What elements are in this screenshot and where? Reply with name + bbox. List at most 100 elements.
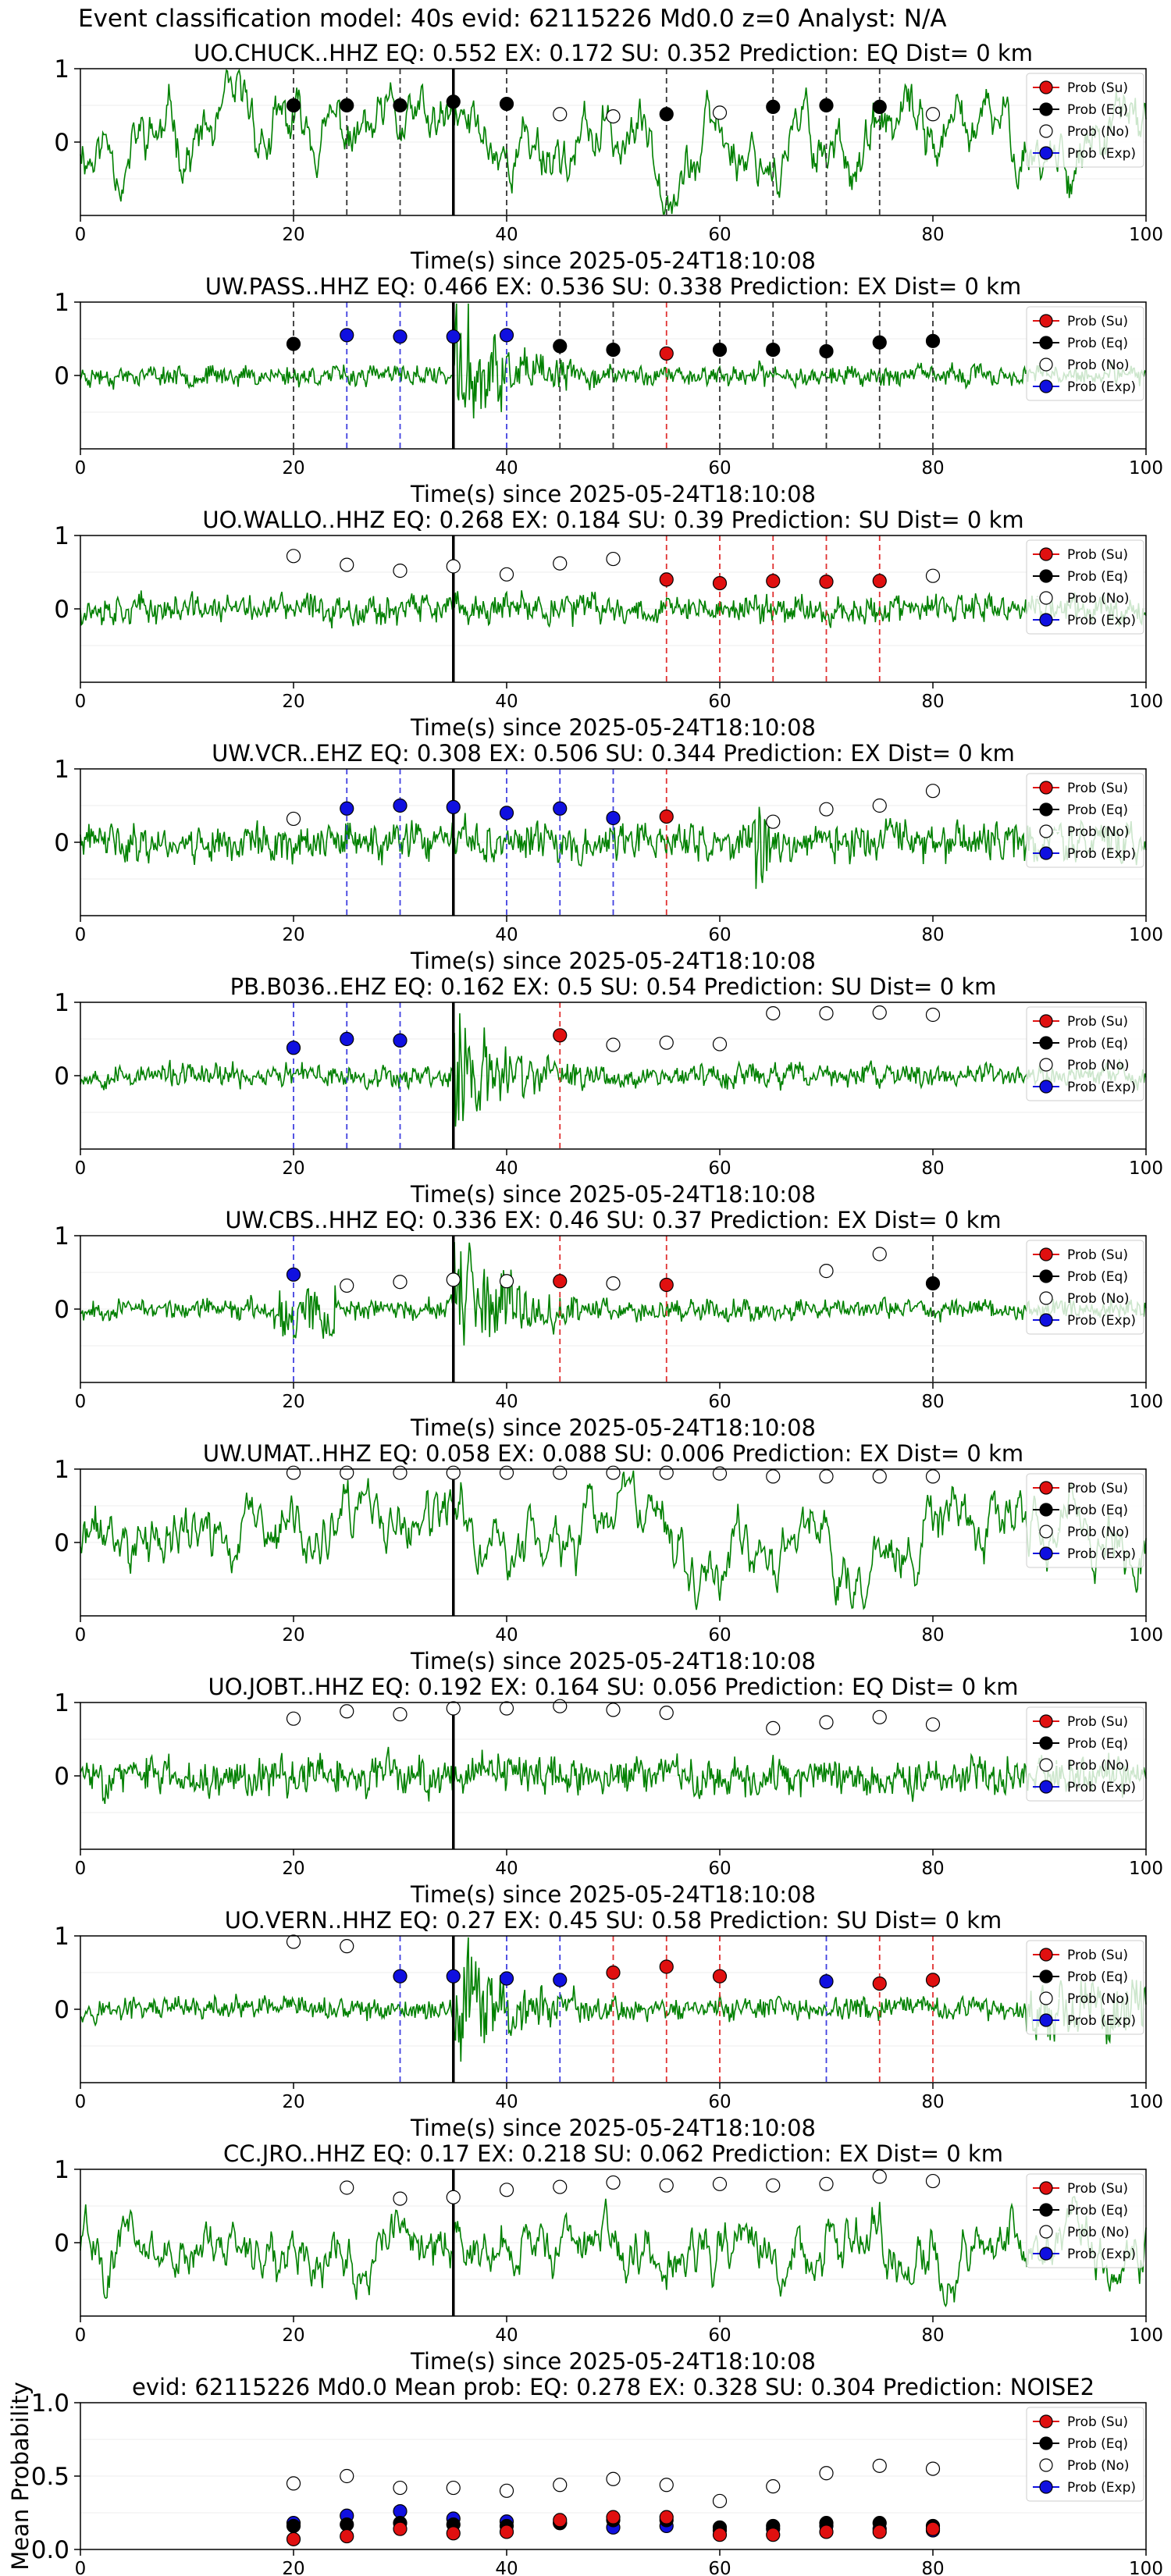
x-tick-label: 0 [75, 2559, 87, 2576]
mean-point-no [446, 2480, 461, 2496]
x-axis-label: Time(s) since 2025-05-24T18:10:08 [410, 247, 816, 274]
prob-point-no [393, 2191, 408, 2206]
legend-label: Prob (Exp) [1067, 2480, 1136, 2496]
subplot-1: UO.CHUCK..HHZ EQ: 0.552 EX: 0.172 SU: 0.… [54, 40, 1163, 274]
prob-point-exp [286, 1041, 301, 1055]
legend-label: Prob (Su) [1067, 781, 1128, 796]
prob-point-no [766, 1005, 781, 1021]
legend-marker-no [1039, 591, 1053, 605]
x-tick-label: 20 [282, 225, 304, 245]
legend-marker-eq [1039, 102, 1053, 116]
prob-point-no [446, 1701, 461, 1716]
y-tick-label: 1 [54, 756, 69, 784]
subplot-title: UO.VERN..HHZ EQ: 0.27 EX: 0.45 SU: 0.58 … [225, 1907, 1002, 1934]
legend-label: Prob (Exp) [1067, 846, 1136, 862]
prob-point-no [340, 1704, 354, 1719]
prob-point-eq [766, 99, 781, 114]
legend-label: Prob (Su) [1067, 1948, 1128, 1963]
legend-label: Prob (No) [1067, 124, 1130, 140]
prob-point-no [872, 1005, 887, 1020]
legend-box [1026, 2173, 1144, 2268]
legend: Prob (Su) Prob (Eq) Prob (No) Prob (Exp) [1026, 539, 1144, 635]
prob-point-su [553, 1028, 568, 1043]
x-tick-label: 60 [708, 225, 731, 245]
legend-label: Prob (Eq) [1067, 1736, 1128, 1752]
legend-marker-no [1039, 2458, 1053, 2472]
prob-point-no [499, 1274, 514, 1289]
prob-point-no [819, 1715, 834, 1730]
x-tick-label: 100 [1129, 1392, 1163, 1412]
subplot-title: PB.B036..EHZ EQ: 0.162 EX: 0.5 SU: 0.54 … [230, 973, 997, 1000]
legend-marker-exp [1039, 1780, 1053, 1794]
prob-point-eq [712, 343, 728, 358]
legend-marker-eq [1039, 2436, 1053, 2450]
prob-point-no [606, 551, 621, 567]
prob-point-no [446, 1272, 461, 1287]
prob-point-exp [499, 328, 514, 343]
prob-point-no [925, 1717, 941, 1732]
prob-point-eq [872, 99, 887, 114]
x-tick-label: 100 [1129, 458, 1163, 479]
legend-label: Prob (Eq) [1067, 1503, 1128, 1518]
legend-marker-exp [1039, 146, 1053, 160]
x-tick-label: 40 [495, 2325, 518, 2346]
legend-box [1026, 1240, 1144, 1335]
legend-marker-su [1039, 1948, 1053, 1962]
prob-point-su [659, 572, 674, 587]
prob-point-no [393, 1706, 408, 1722]
prob-point-no [712, 1037, 728, 1051]
x-tick-label: 0 [75, 458, 87, 479]
subplot-title: UW.VCR..EHZ EQ: 0.308 EX: 0.506 SU: 0.34… [212, 740, 1015, 767]
legend-label: Prob (Exp) [1067, 1546, 1136, 1562]
x-tick-label: 20 [282, 1158, 304, 1179]
prob-point-no [286, 1711, 301, 1726]
subplot-7: UW.UMAT..HHZ EQ: 0.058 EX: 0.088 SU: 0.0… [54, 1440, 1163, 1674]
legend-label: Prob (No) [1067, 1758, 1130, 1774]
y-tick-label: 0 [54, 1529, 69, 1557]
prob-point-exp [446, 1969, 461, 1984]
mean-point-no [819, 2466, 834, 2481]
legend-marker-exp [1039, 2480, 1053, 2494]
prob-point-no [286, 1934, 301, 1949]
prob-point-eq [766, 343, 781, 358]
x-axis-label: Time(s) since 2025-05-24T18:10:08 [410, 1881, 816, 1908]
legend-marker-su [1039, 80, 1053, 94]
prob-point-exp [340, 328, 354, 343]
mean-point-no [606, 2471, 621, 2486]
y-tick-label: 1 [54, 1456, 69, 1484]
y-tick-label: 0 [54, 596, 69, 624]
prob-point-no [712, 105, 728, 120]
prob-point-no [819, 1469, 834, 1484]
prob-point-no [499, 2183, 514, 2197]
prob-point-no [659, 1706, 674, 1720]
x-tick-label: 100 [1129, 925, 1163, 945]
prob-point-no [393, 564, 408, 578]
x-tick-label: 40 [495, 1158, 518, 1179]
x-tick-label: 40 [495, 2559, 518, 2576]
legend-marker-eq [1039, 1969, 1053, 1984]
x-tick-label: 20 [282, 925, 304, 945]
prob-point-no [766, 814, 781, 829]
x-tick-label: 20 [282, 2559, 304, 2576]
waveform-trace [80, 1242, 1147, 1346]
legend-label: Prob (No) [1067, 1525, 1130, 1540]
x-tick-label: 60 [708, 2092, 731, 2112]
prob-point-no [446, 1465, 461, 1480]
prob-point-su [819, 575, 834, 589]
prob-point-no [925, 2173, 941, 2189]
prob-point-no [925, 568, 941, 583]
x-tick-label: 100 [1129, 1625, 1163, 1646]
subplot-title: UW.UMAT..HHZ EQ: 0.058 EX: 0.088 SU: 0.0… [203, 1440, 1023, 1467]
x-tick-label: 80 [921, 2092, 944, 2112]
legend: Prob (Su) Prob (Eq) Prob (No) Prob (Exp) [1026, 1240, 1144, 1335]
mean-point-su [712, 2528, 728, 2542]
legend-label: Prob (Su) [1067, 1481, 1128, 1496]
prob-point-eq [393, 98, 408, 113]
prob-point-exp [446, 329, 461, 344]
prob-point-no [872, 798, 887, 813]
x-axis-label: Time(s) since 2025-05-24T18:10:08 [410, 2348, 816, 2375]
legend-label: Prob (Su) [1067, 80, 1128, 96]
x-tick-label: 60 [708, 1859, 731, 1879]
legend-label: Prob (No) [1067, 824, 1130, 840]
prob-point-no [872, 2169, 887, 2184]
